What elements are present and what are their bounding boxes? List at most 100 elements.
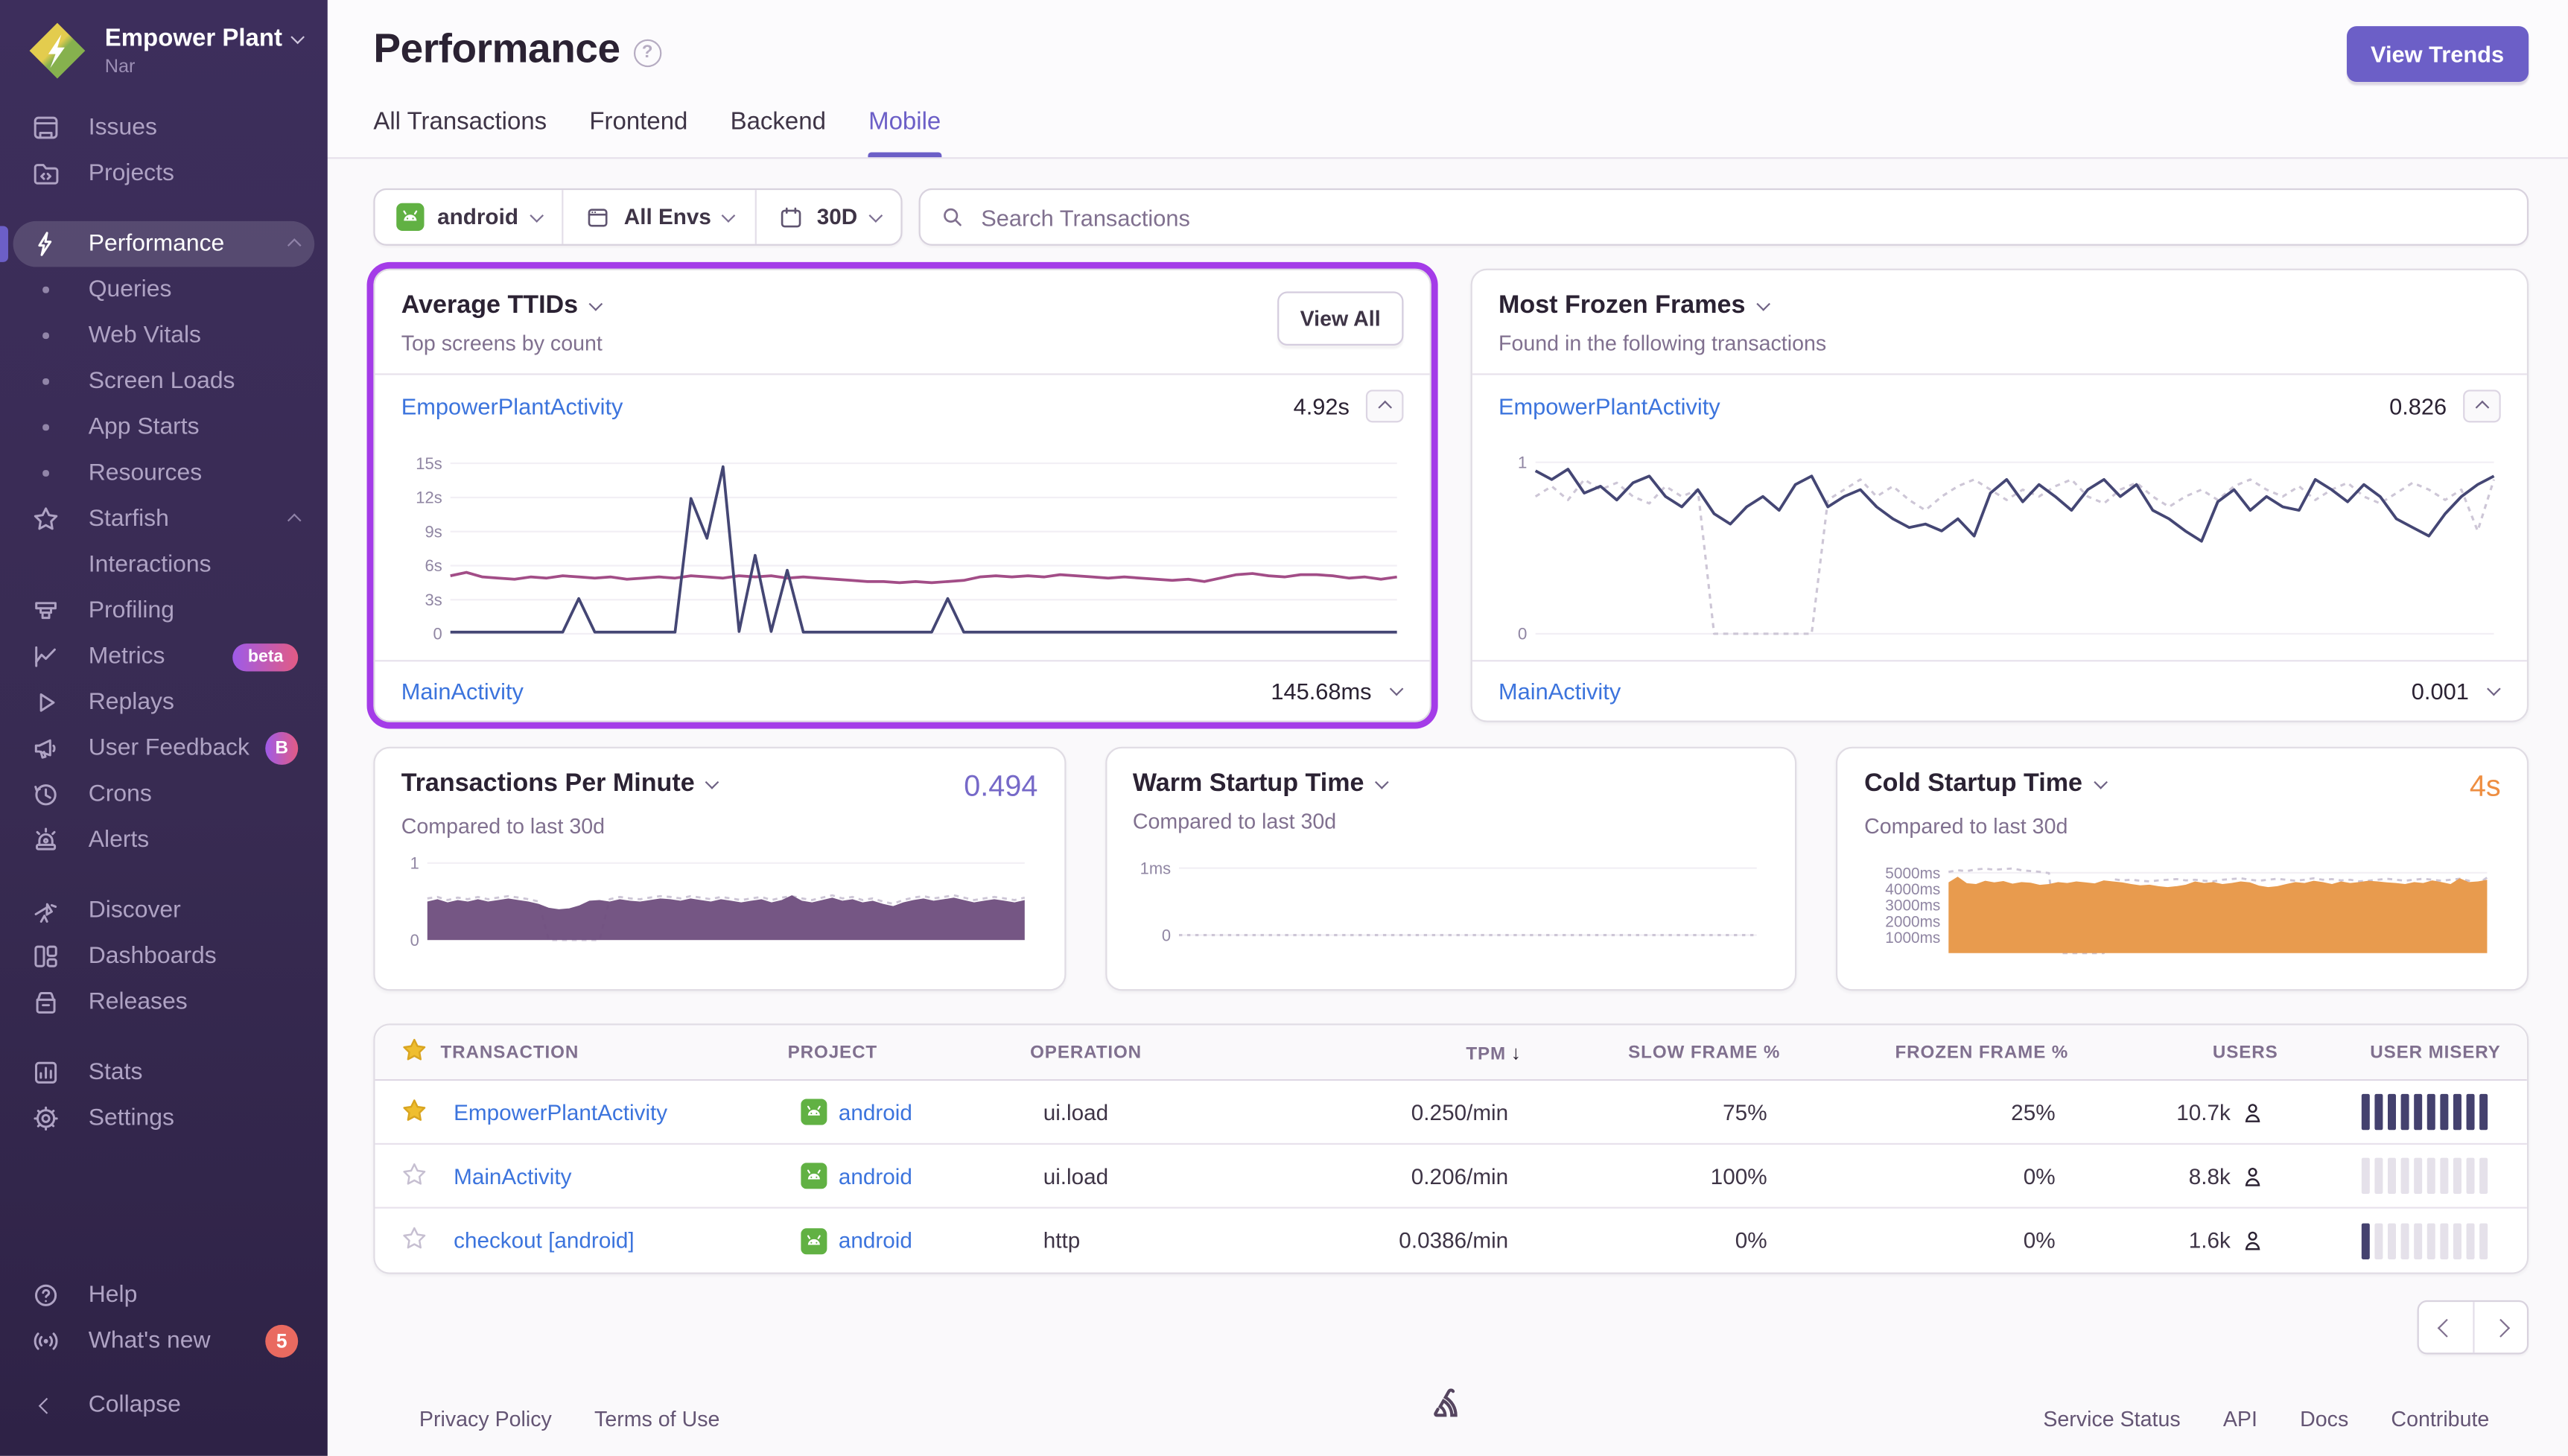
search-icon xyxy=(944,208,962,226)
sidebar-item-label: Projects xyxy=(88,160,174,187)
col-frozen-frame[interactable]: FROZEN FRAME % xyxy=(1895,1042,2069,1062)
sidebar-item-whats-new[interactable]: What's new 5 xyxy=(13,1318,315,1364)
col-project[interactable]: PROJECT xyxy=(787,1042,878,1062)
footer-link-contribute[interactable]: Contribute xyxy=(2391,1405,2490,1431)
sidebar-item-label: Settings xyxy=(88,1105,174,1132)
sidebar-collapse[interactable]: Collapse xyxy=(13,1370,315,1439)
chevron-down-icon[interactable] xyxy=(589,297,603,311)
org-switcher[interactable]: Empower Plant Nar xyxy=(0,0,328,98)
star-icon[interactable] xyxy=(401,1037,428,1063)
sidebar-item-alerts[interactable]: Alerts xyxy=(13,817,315,863)
view-all-button[interactable]: View All xyxy=(1277,291,1404,346)
sidebar-item-label: Alerts xyxy=(88,827,150,853)
star-icon xyxy=(34,507,58,530)
star-icon[interactable] xyxy=(401,1096,428,1122)
sidebar-item-discover[interactable]: Discover xyxy=(13,888,315,934)
col-operation[interactable]: OPERATION xyxy=(1030,1042,1142,1062)
transaction-link[interactable]: checkout [android] xyxy=(454,1228,635,1253)
lightning-icon xyxy=(38,232,52,256)
project-link[interactable]: android xyxy=(838,1099,912,1125)
sidebar-item-queries[interactable]: Queries xyxy=(13,267,315,313)
transaction-link[interactable]: MainActivity xyxy=(401,678,524,705)
prev-page-button[interactable] xyxy=(2419,1302,2473,1352)
transaction-link[interactable]: EmpowerPlantActivity xyxy=(1498,392,1720,419)
transaction-link[interactable]: MainActivity xyxy=(454,1163,572,1189)
sidebar-item-settings[interactable]: Settings xyxy=(13,1096,315,1142)
star-icon[interactable] xyxy=(401,1160,428,1186)
footer-link-api[interactable]: API xyxy=(2222,1405,2257,1431)
users-value: 1.6k xyxy=(2188,1228,2231,1253)
sidebar-item-metrics[interactable]: Metrics beta xyxy=(13,634,315,680)
issues-icon xyxy=(34,116,58,139)
chevron-down-icon[interactable] xyxy=(705,775,719,789)
chevron-down-icon xyxy=(291,31,305,44)
expand-toggle[interactable] xyxy=(1388,682,1404,699)
collapse-toggle[interactable] xyxy=(1365,390,1404,423)
whats-new-count-badge: 5 xyxy=(265,1324,299,1358)
project-filter[interactable]: android xyxy=(375,190,562,244)
date-range-filter[interactable]: 30D xyxy=(754,190,900,244)
sidebar-item-web-vitals[interactable]: Web Vitals xyxy=(13,313,315,359)
sidebar-item-replays[interactable]: Replays xyxy=(13,680,315,726)
metrics-badge: beta xyxy=(233,643,299,671)
sidebar-item-crons[interactable]: Crons xyxy=(13,772,315,818)
star-icon[interactable] xyxy=(401,1225,428,1251)
expand-toggle[interactable] xyxy=(2485,682,2501,699)
footer-link-terms-of-use[interactable]: Terms of Use xyxy=(594,1405,720,1431)
sidebar-item-starfish[interactable]: Starfish xyxy=(13,496,315,542)
sidebar-item-interactions[interactable]: Interactions xyxy=(13,542,315,588)
sidebar-item-label: Screen Loads xyxy=(88,368,235,395)
col-tpm[interactable]: TPM ↓ xyxy=(1466,1040,1522,1064)
content: android All Envs 30D xyxy=(328,159,2568,1456)
project-link[interactable]: android xyxy=(838,1163,912,1189)
sidebar-nav: Issues Projects Performance Queries Web Vita… xyxy=(0,105,328,1142)
sidebar-item-help[interactable]: Help xyxy=(13,1273,315,1319)
footer-link-docs[interactable]: Docs xyxy=(2300,1405,2349,1431)
sidebar-item-performance[interactable]: Performance xyxy=(0,220,315,267)
warm-chart: 1ms 0 xyxy=(1133,847,1770,955)
view-trends-button[interactable]: View Trends xyxy=(2346,26,2529,82)
tab-backend[interactable]: Backend xyxy=(730,108,826,136)
footer-link-privacy-policy[interactable]: Privacy Policy xyxy=(419,1405,552,1431)
col-user-misery[interactable]: USER MISERY xyxy=(2370,1042,2501,1062)
sidebar-item-screen-loads[interactable]: Screen Loads xyxy=(13,359,315,405)
transaction-link[interactable]: EmpowerPlantActivity xyxy=(454,1099,668,1125)
search-input[interactable] xyxy=(977,202,2508,232)
sidebar-item-resources[interactable]: Resources xyxy=(13,451,315,497)
sidebar-item-stats[interactable]: Stats xyxy=(13,1049,315,1096)
tab-frontend[interactable]: Frontend xyxy=(589,108,688,136)
sidebar-item-user-feedback[interactable]: User Feedback B xyxy=(13,725,315,772)
project-link[interactable]: android xyxy=(838,1228,912,1253)
tab-all-transactions[interactable]: All Transactions xyxy=(373,108,547,136)
avg-ttids-card: Average TTIDs Top screens by count View … xyxy=(373,268,1431,722)
profiling-icon xyxy=(35,602,57,620)
accordion-row: EmpowerPlantActivity 0.826 xyxy=(1472,375,2527,438)
chevron-down-icon[interactable] xyxy=(1756,297,1770,311)
col-users[interactable]: USERS xyxy=(2212,1042,2278,1062)
org-logo xyxy=(29,22,86,79)
svg-text:0: 0 xyxy=(410,931,419,950)
col-transaction[interactable]: TRANSACTION xyxy=(440,1042,579,1062)
sidebar-item-issues[interactable]: Issues xyxy=(13,105,315,151)
tab-mobile[interactable]: Mobile xyxy=(868,108,941,158)
transaction-link[interactable]: EmpowerPlantActivity xyxy=(401,392,623,419)
col-slow-frame[interactable]: SLOW FRAME % xyxy=(1628,1042,1781,1062)
chevron-down-icon[interactable] xyxy=(2094,775,2107,789)
page-title: Performance xyxy=(373,26,620,72)
sidebar-item-label: Replays xyxy=(88,689,174,716)
chevron-down-icon[interactable] xyxy=(1375,775,1388,789)
transaction-link[interactable]: MainActivity xyxy=(1498,678,1621,705)
tpm-subtitle: Compared to last 30d xyxy=(401,813,606,839)
person-icon xyxy=(2245,1103,2260,1122)
environment-filter[interactable]: All Envs xyxy=(562,190,754,244)
sidebar-item-releases[interactable]: Releases xyxy=(13,979,315,1026)
sidebar-item-app-starts[interactable]: App Starts xyxy=(13,404,315,451)
sidebar-item-profiling[interactable]: Profiling xyxy=(13,588,315,634)
collapse-toggle[interactable] xyxy=(2463,390,2501,423)
next-page-button[interactable] xyxy=(2473,1302,2527,1353)
cold-startup-value: 4s xyxy=(2469,769,2501,803)
footer-link-service-status[interactable]: Service Status xyxy=(2043,1405,2181,1431)
sidebar-item-dashboards[interactable]: Dashboards xyxy=(13,933,315,979)
help-circle-icon[interactable]: ? xyxy=(633,38,661,67)
sidebar-item-projects[interactable]: Projects xyxy=(13,150,315,197)
